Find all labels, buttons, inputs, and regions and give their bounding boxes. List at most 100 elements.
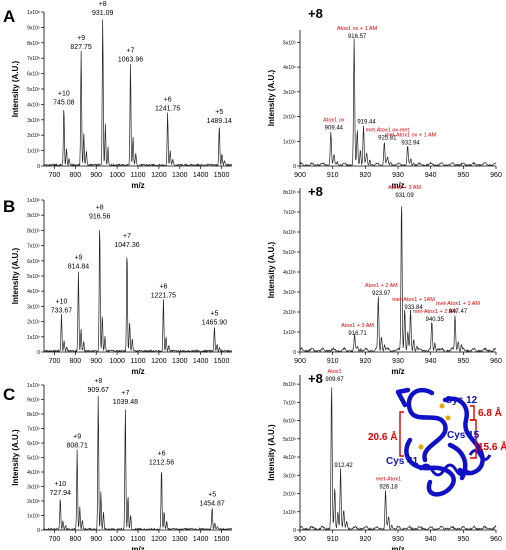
peak-mz-label: 923.97 [372,291,391,297]
y-tick-label: 0 [37,350,40,356]
x-tick-label: 940 [425,358,437,365]
y-tick-label: 7x10⁵ [27,244,40,250]
x-tick-label: 920 [359,358,371,365]
x-axis-label: m/z [391,181,404,190]
peak-annotation: met-Atox1 [376,477,401,483]
y-tick-label: 9x10⁵ [27,398,40,404]
x-tick-label: 900 [294,172,306,179]
peak-charge-label: +6 [164,97,172,104]
distance-20-6: 20.6 Å [368,430,397,443]
y-tick-label: 1x10⁵ [27,149,40,155]
spectrum-trace [299,206,497,354]
cys12-label: Cys 12 [445,395,478,406]
y-tick-label: 4x10⁵ [283,65,296,71]
x-tick-label: 1200 [151,358,167,365]
y-tick-label: 2x10⁵ [283,310,296,316]
peak-mz-label: 727.94 [50,490,72,497]
x-axis-label: m/z [391,367,404,376]
chart-C-left: C 700 800 900 1000 1100 1200 1300 1400 1500 0 1x10⁵… [3,378,233,550]
x-axis-label: m/z [131,367,144,376]
x-tick-label: 1300 [172,536,188,543]
spectrum-trace [43,19,233,168]
x-tick-label: 800 [69,172,81,179]
chart-A-right: +8 900 910 920 930 940 950 960 0 1x10⁵ 2x10⁵ 3x10⁵ 4… [267,6,502,190]
peak-mz-label: 947.47 [449,309,468,315]
peak-charge-label: +6 [158,451,166,458]
y-tick-label: 0 [293,350,296,356]
y-tick-label: 1x10⁵ [283,330,296,336]
y-tick-label: 8x10⁵ [283,382,296,388]
x-tick-label: 900 [90,358,102,365]
y-tick-label: 4x10⁵ [283,455,296,461]
x-tick-label: 940 [425,172,437,179]
peak-mz-label: 909.67 [88,387,110,394]
protein-structure-inset: Cys 12 Cys 15 Cys 41 6.8 Å 15.6 Å 20.6 Å [368,387,506,497]
x-tick-label: 900 [90,536,102,543]
y-tick-label: 1x10⁶ [27,383,40,389]
y-axis-label: Intensity (A.U.) [11,60,20,117]
spectrum-trace [299,387,497,532]
y-tick-label: 4x10⁵ [283,270,296,276]
peak-mz-label: 1221.75 [151,292,176,299]
peak-mz-label: 1454.87 [199,500,224,507]
peak-charge-label: +8 [99,1,107,8]
y-tick-label: 6x10⁵ [27,441,40,447]
x-tick-label: 910 [327,172,339,179]
x-tick-label: 1100 [130,172,145,179]
x-tick-label: 900 [294,536,306,543]
peak-charge-label: +9 [73,433,81,440]
y-tick-label: 2x10⁵ [283,492,296,498]
y-axis-label: Intensity (A.U.) [267,241,276,298]
x-tick-label: 1500 [214,172,230,179]
x-tick-label: 920 [359,172,371,179]
x-tick-label: 920 [359,536,371,543]
y-tick-label: 8x10⁵ [283,190,296,196]
spectrum-trace [43,230,233,354]
x-tick-label: 930 [392,536,404,543]
distance-15-6: 15.6 Å [478,440,506,453]
x-tick-label: 950 [457,536,469,543]
x-axis-label: m/z [131,181,144,190]
peak-mz-label: 909.44 [325,126,344,132]
peak-mz-label: 814.84 [68,263,90,270]
distance-6-8: 6.8 Å [478,406,502,419]
peak-mz-label: 1063.96 [118,56,143,63]
y-axis-label: Intensity (A.U.) [11,429,20,486]
chart-B-left: B 700 800 900 1000 1100 1200 1300 1400 1500 0 1x10⁵… [3,197,233,376]
peak-annotation: Atox1 ox [323,118,345,124]
x-tick-label: 700 [49,536,61,543]
y-axis-label: Intensity (A.U.) [267,69,276,126]
peak-mz-label: 916.56 [89,213,111,220]
x-tick-label: 1500 [214,358,230,365]
peak-charge-label: +6 [159,283,167,290]
peak-charge-label: +8 [96,204,104,211]
x-tick-label: 940 [425,536,437,543]
x-tick-label: 1000 [109,358,125,365]
peak-charge-label: +9 [74,254,82,261]
y-tick-label: 0 [37,164,40,170]
x-tick-label: 1400 [193,172,209,179]
peak-charge-label: +5 [210,311,218,318]
chart-C-right: +8 900 910 920 930 940 950 960 0 1x10⁵ 2x10⁵ 3x10⁵ 4… [267,369,502,550]
y-tick-label: 5x10⁵ [27,456,40,462]
x-tick-label: 1100 [130,536,145,543]
peak-mz-label: 925.81 [378,136,397,142]
panel-letter-B: B [3,197,15,216]
y-tick-label: 1x10⁶ [27,198,40,204]
y-tick-label: 6x10⁵ [283,230,296,236]
peak-charge-label: +7 [123,233,131,240]
peak-mz-label: 932.94 [401,140,420,146]
x-tick-label: 1400 [193,536,209,543]
y-tick-label: 1x10⁶ [27,10,40,16]
y-tick-label: 9x10⁵ [27,213,40,219]
y-tick-label: 3x10⁵ [27,485,40,491]
y-tick-label: 8x10⁵ [27,41,40,47]
x-tick-label: 960 [490,536,502,543]
x-tick-label: 950 [457,172,469,179]
peak-mz-label: 931.09 [92,10,114,17]
y-tick-label: 6x10⁵ [283,419,296,425]
y-tick-label: 2x10⁵ [283,115,296,121]
cys15-label: Cys 15 [447,430,480,441]
x-tick-label: 1400 [193,358,209,365]
